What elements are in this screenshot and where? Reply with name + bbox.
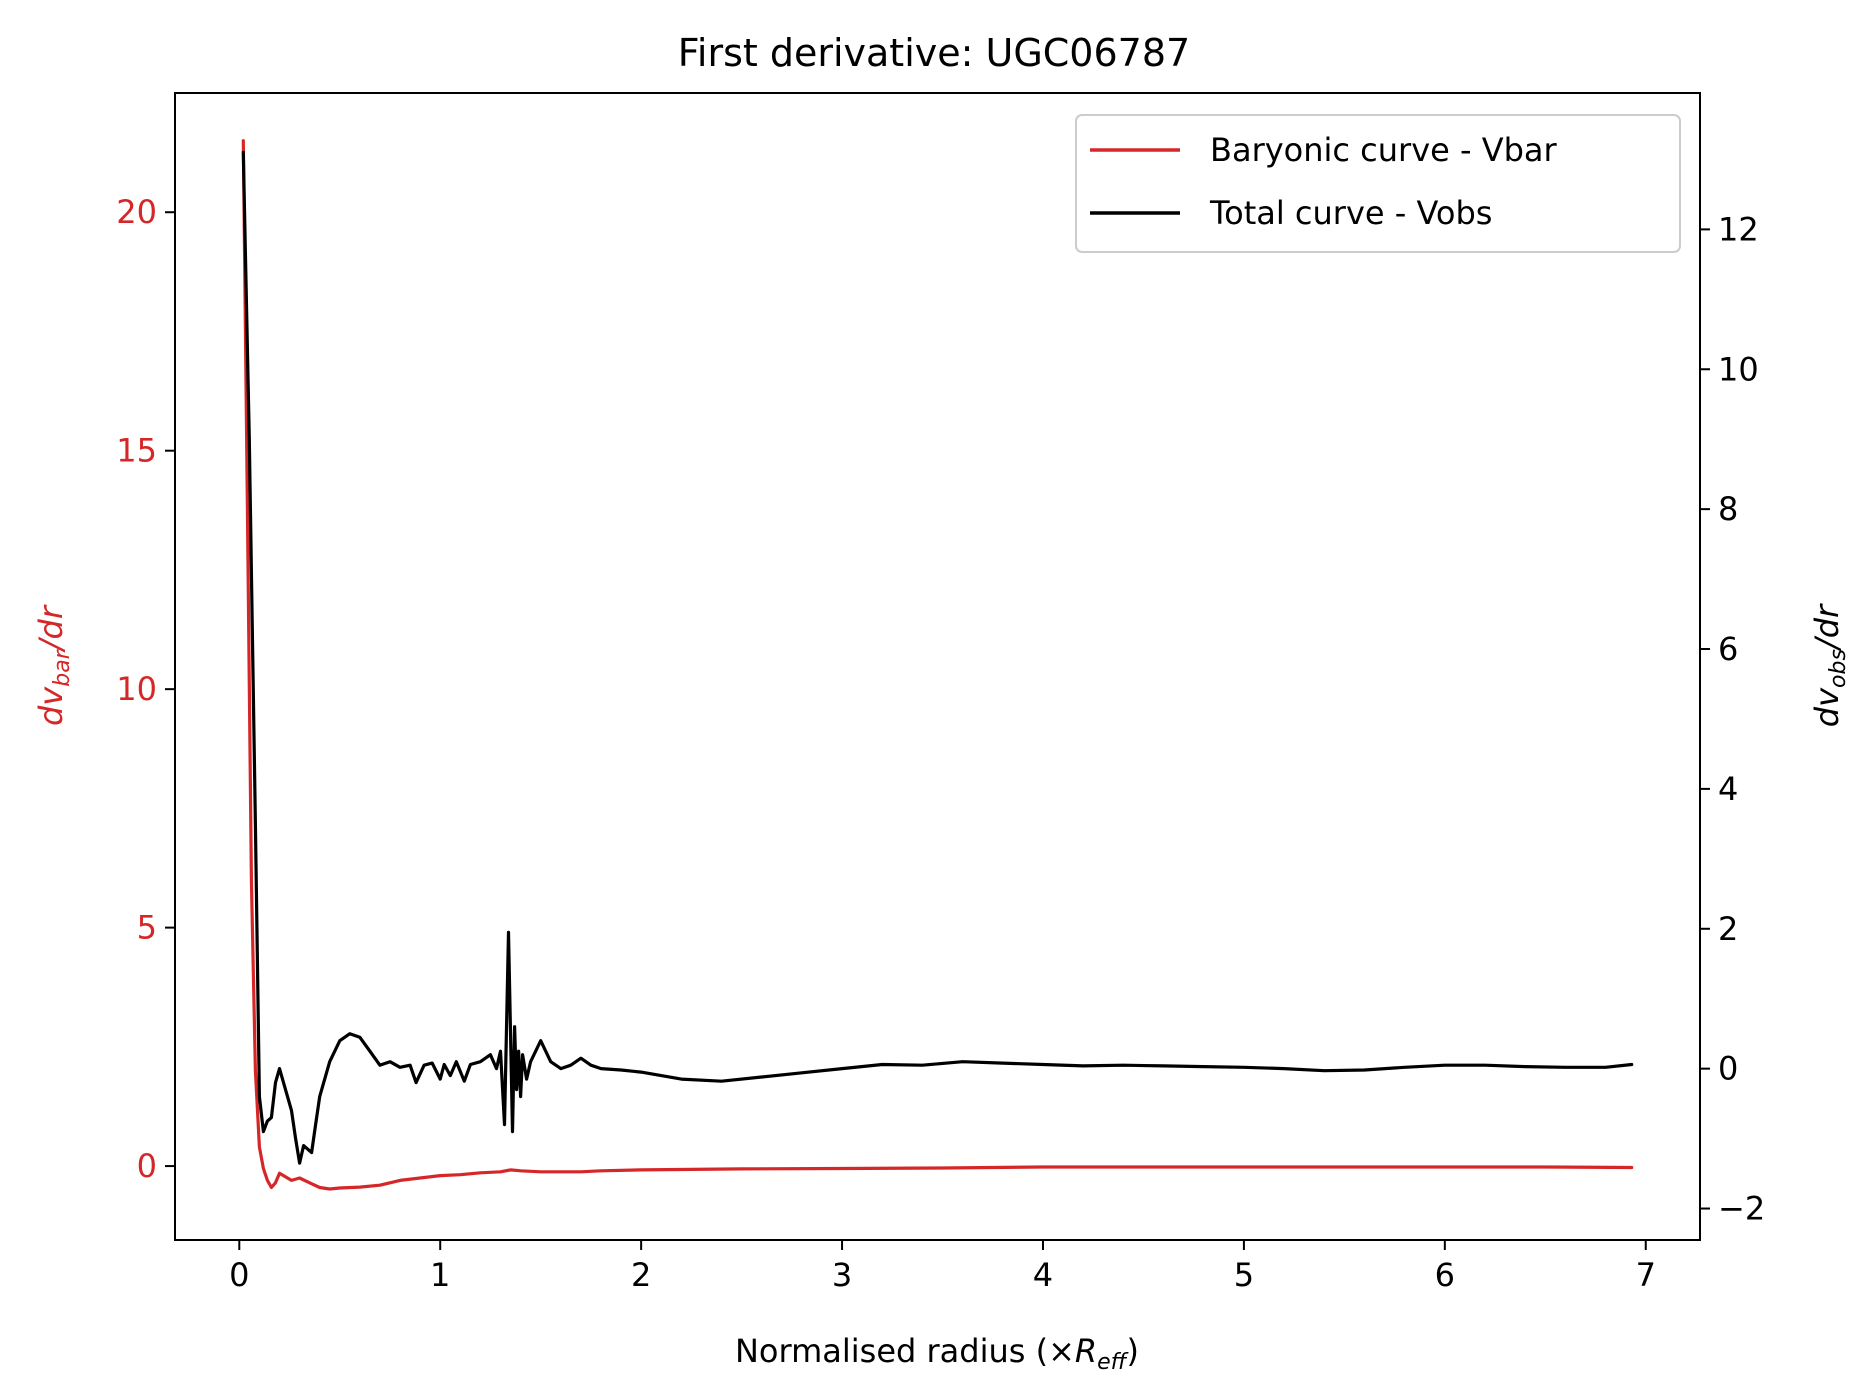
y-axis-right-label-prefix: dv <box>1808 687 1846 727</box>
y-axis-right-label-suffix: /dr <box>1808 603 1846 652</box>
plot-frame <box>174 92 1701 1241</box>
y-left-tick-label: 20 <box>116 193 157 231</box>
x-axis-label-subscript: eff <box>1097 1350 1129 1375</box>
x-axis-label: Normalised radius (×Reff) <box>735 1332 1139 1375</box>
y-right-tick-label: 8 <box>1718 490 1738 528</box>
x-tick-label: 0 <box>229 1256 249 1294</box>
legend: Baryonic curve - Vbar Total curve - Vobs <box>1075 114 1681 253</box>
x-axis-label-suffix: ) <box>1127 1332 1139 1370</box>
x-tick-label: 3 <box>832 1256 852 1294</box>
y-left-tick-label: 15 <box>116 432 157 470</box>
x-tick-label: 4 <box>1033 1256 1053 1294</box>
x-tick-label: 7 <box>1636 1256 1656 1294</box>
x-axis-label-variable: R <box>1075 1332 1097 1370</box>
legend-label-total: Total curve - Vobs <box>1209 194 1492 232</box>
y-right-tick-label: 6 <box>1718 630 1738 668</box>
y-left-tick-label: 5 <box>137 909 157 947</box>
legend-label-baryonic: Baryonic curve - Vbar <box>1210 131 1558 169</box>
x-tick-label: 2 <box>631 1256 651 1294</box>
series-line-baryonic <box>241 139 1634 1191</box>
x-tick-label: 1 <box>430 1256 450 1294</box>
legend-box <box>1075 114 1681 253</box>
y-left-tick-label: 10 <box>116 670 157 708</box>
y-axis-right-label: dvobs/dr <box>1808 603 1851 727</box>
x-tick-label: 5 <box>1234 1256 1254 1294</box>
y-axis-right-label-subscript: obs <box>1826 649 1851 688</box>
y-axis-left-label-suffix: /dr <box>32 604 70 653</box>
series-line-total <box>241 150 1634 1165</box>
y-right-tick-label: 0 <box>1718 1050 1738 1088</box>
y-right-tick-label: 4 <box>1718 770 1738 808</box>
y-axis-left-label-subscript: bar <box>50 648 75 686</box>
y-right-tick-label: −2 <box>1718 1190 1765 1228</box>
y-right-tick-label: 2 <box>1718 910 1738 948</box>
y-left-tick-label: 0 <box>137 1147 157 1185</box>
series-layer <box>241 139 1634 1191</box>
x-axis-label-prefix: Normalised radius (× <box>735 1332 1075 1370</box>
chart-title: First derivative: UGC06787 <box>678 31 1190 75</box>
y-right-tick-label: 10 <box>1718 350 1759 388</box>
x-tick-label: 6 <box>1435 1256 1455 1294</box>
y-right-tick-label: 12 <box>1718 210 1759 248</box>
y-axis-left-label: dvbar/dr <box>32 604 75 726</box>
y-axis-left-label-prefix: dv <box>32 686 70 726</box>
